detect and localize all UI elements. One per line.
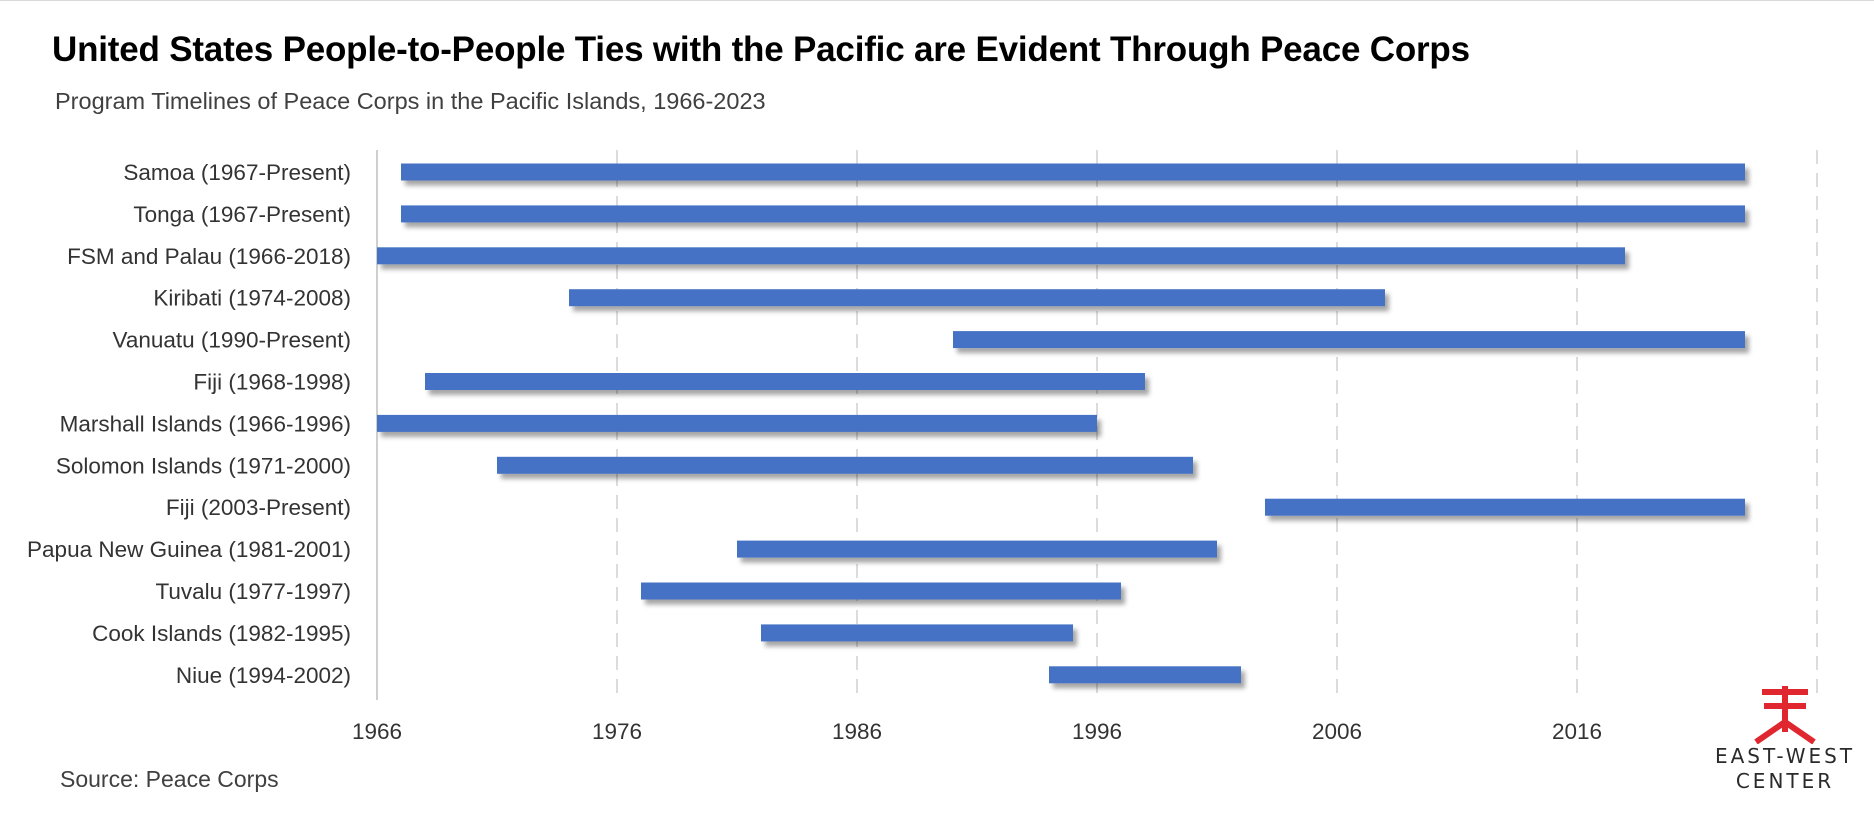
category-label: FSM and Palau (1966-2018)	[67, 244, 351, 269]
bar	[497, 456, 1193, 474]
bar	[377, 414, 1097, 432]
bar	[1265, 498, 1745, 516]
category-label: Vanuatu (1990-Present)	[113, 328, 351, 353]
bar	[641, 582, 1121, 600]
category-label: Niue (1994-2002)	[176, 663, 351, 688]
bars	[377, 163, 1745, 684]
chart-title: United States People-to-People Ties with…	[52, 30, 1470, 69]
category-label: Tonga (1967-Present)	[133, 202, 351, 227]
timeline-chart: Samoa (1967-Present) Tonga (1967-Present)…	[27, 150, 1818, 744]
x-axis-tick-labels: 1966 1976 1986 1996 2006 2016	[352, 719, 1602, 744]
category-label: Samoa (1967-Present)	[123, 160, 351, 185]
category-labels: Samoa (1967-Present) Tonga (1967-Present)…	[27, 160, 351, 688]
logo-stroke	[1754, 719, 1787, 744]
category-label: Solomon Islands (1971-2000)	[56, 453, 351, 478]
top-border	[0, 0, 1874, 1]
bar	[953, 331, 1745, 349]
logo-text-line2: CENTER	[1735, 769, 1835, 793]
category-label: Fiji (1968-1998)	[193, 370, 351, 395]
chart-subtitle: Program Timelines of Peace Corps in the …	[55, 88, 766, 114]
logo-text-line1: EAST-WEST	[1714, 744, 1856, 768]
east-west-center-logo: EAST-WEST CENTER	[1700, 686, 1870, 794]
bar	[401, 163, 1745, 181]
logo-stroke	[1783, 719, 1816, 744]
category-label: Papua New Guinea (1981-2001)	[27, 537, 351, 562]
x-tick-label: 1996	[1072, 719, 1122, 744]
source-note: Source: Peace Corps	[60, 766, 279, 792]
bar	[569, 289, 1385, 307]
category-label: Cook Islands (1982-1995)	[92, 621, 351, 646]
bar	[737, 540, 1217, 558]
category-label: Marshall Islands (1966-1996)	[60, 411, 351, 436]
bar	[377, 247, 1625, 265]
category-label: Kiribati (1974-2008)	[153, 286, 351, 311]
logo-mark-icon	[1754, 686, 1816, 744]
bar	[401, 205, 1745, 223]
x-tick-label: 2006	[1312, 719, 1362, 744]
x-tick-label: 1976	[592, 719, 642, 744]
category-label: Tuvalu (1977-1997)	[155, 579, 351, 604]
x-tick-label: 1986	[832, 719, 882, 744]
bar	[1049, 666, 1241, 684]
x-tick-label: 1966	[352, 719, 402, 744]
bar	[761, 624, 1073, 642]
x-tick-label: 2016	[1552, 719, 1602, 744]
category-label: Fiji (2003-Present)	[166, 495, 351, 520]
bar	[425, 373, 1145, 390]
